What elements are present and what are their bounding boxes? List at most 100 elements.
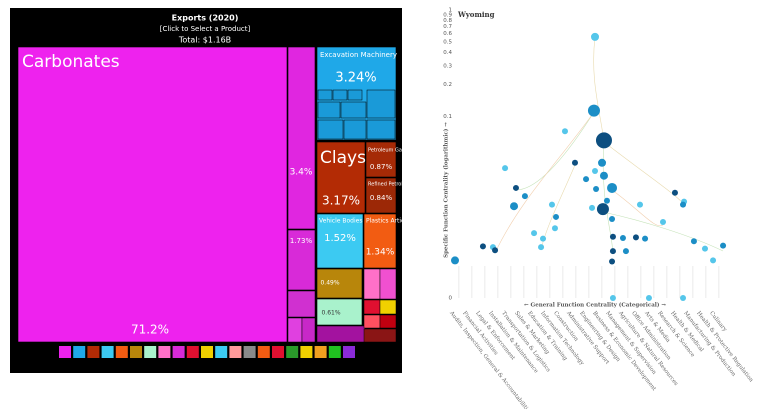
node xyxy=(636,201,643,208)
node xyxy=(593,186,600,193)
node xyxy=(598,158,607,167)
treemap-cell xyxy=(287,46,316,230)
node xyxy=(521,193,528,200)
sub-cell xyxy=(301,317,316,343)
sub-cell xyxy=(287,317,303,343)
node xyxy=(551,225,558,232)
sub-cell xyxy=(363,328,397,343)
product-icon xyxy=(272,346,284,358)
y-tick-label: 0.4 xyxy=(443,50,452,56)
y-tick-label: 0 xyxy=(449,296,453,302)
node xyxy=(553,213,560,220)
node xyxy=(632,234,639,241)
treemap: Exports (2020) [Click to Select a Product… xyxy=(17,14,414,358)
edge xyxy=(515,111,595,191)
node xyxy=(603,197,610,204)
cell-value: 0.49% xyxy=(320,280,339,287)
treemap-cell xyxy=(363,213,397,269)
y-tick-label: 0.6 xyxy=(443,31,452,37)
y-tick-label: 1 xyxy=(449,8,453,14)
y-tick-label: 0.8 xyxy=(443,18,452,24)
node xyxy=(645,295,652,301)
edge xyxy=(593,36,605,143)
x-tick-label: Health & Protective Regulation xyxy=(695,310,754,383)
node xyxy=(502,165,509,172)
node xyxy=(609,233,616,240)
edge xyxy=(611,189,664,227)
y-tick-label: 0.7 xyxy=(443,24,452,30)
sub-cell xyxy=(363,268,381,300)
chart-title: Exports (2020) xyxy=(172,14,239,23)
node xyxy=(512,184,519,191)
node xyxy=(583,176,590,183)
sub-cell xyxy=(317,89,333,101)
cell-name: Plastics Articles xyxy=(366,218,413,225)
cell-value: 3.24% xyxy=(335,71,376,86)
node xyxy=(451,256,459,265)
cell-value: 1.34% xyxy=(366,248,395,258)
sub-cell xyxy=(316,325,366,343)
product-icon xyxy=(314,346,327,358)
node xyxy=(642,235,649,242)
node xyxy=(592,167,599,174)
treemap-cell xyxy=(17,46,288,343)
node xyxy=(548,201,555,208)
node xyxy=(587,104,600,117)
edge xyxy=(494,111,595,254)
sub-cell xyxy=(347,89,363,101)
product-icon xyxy=(158,346,171,358)
total-label: Total: $1.16B xyxy=(178,36,231,45)
cell-name: Excavation Machinery xyxy=(320,51,397,59)
node xyxy=(596,203,609,216)
treemap-cell xyxy=(316,298,363,326)
sub-cell xyxy=(343,119,367,140)
sub-cell xyxy=(363,299,381,315)
node xyxy=(538,244,545,251)
sub-cell xyxy=(379,268,397,300)
cell-value: 0.87% xyxy=(370,163,393,171)
product-icon xyxy=(73,346,86,358)
node xyxy=(571,159,578,166)
sub-cell xyxy=(363,314,381,329)
node xyxy=(591,32,600,41)
node xyxy=(619,234,626,241)
product-icon xyxy=(286,346,299,358)
cell-name: Vehicle Bodies xyxy=(319,218,362,225)
product-icon xyxy=(229,346,242,358)
cell-value: 0.84% xyxy=(370,194,393,202)
sub-cell xyxy=(287,290,316,318)
product-icon xyxy=(115,346,128,358)
node xyxy=(607,182,618,193)
scatter: Wyoming 10.90.80.70.6 0.5 0.4 0.3 0.2 0.1 0 Spec… xyxy=(443,8,755,409)
node xyxy=(690,238,697,245)
cell-name: Refined Petroleum xyxy=(368,182,414,188)
sub-cell xyxy=(366,119,396,140)
product-icon xyxy=(343,346,355,358)
node xyxy=(720,242,727,249)
cell-value: 0.61% xyxy=(321,310,340,317)
cell-value: 1.52% xyxy=(324,233,356,244)
product-icon xyxy=(101,346,114,358)
node xyxy=(622,248,629,255)
y-tick-label: 0.2 xyxy=(443,82,452,88)
treemap-cell xyxy=(287,229,316,291)
node xyxy=(680,295,687,301)
cell-value: 3.17% xyxy=(322,194,360,208)
sub-cell xyxy=(332,89,348,101)
product-icon xyxy=(172,346,185,358)
node xyxy=(609,258,616,265)
node xyxy=(609,215,616,222)
node xyxy=(561,128,568,135)
cell-name: Petroleum Gas xyxy=(368,148,405,154)
y-tick-label: 0.9 xyxy=(443,12,452,18)
y-tick-label: 0.3 xyxy=(443,63,452,69)
edge xyxy=(602,211,724,252)
node xyxy=(492,247,499,254)
y-tick-label: 0.5 xyxy=(443,40,452,46)
product-icon xyxy=(130,346,142,358)
node xyxy=(710,257,717,264)
product-icon xyxy=(257,346,270,358)
sub-cell xyxy=(317,119,344,140)
product-icon xyxy=(186,346,199,358)
cell-value: 3.4% xyxy=(290,168,313,178)
